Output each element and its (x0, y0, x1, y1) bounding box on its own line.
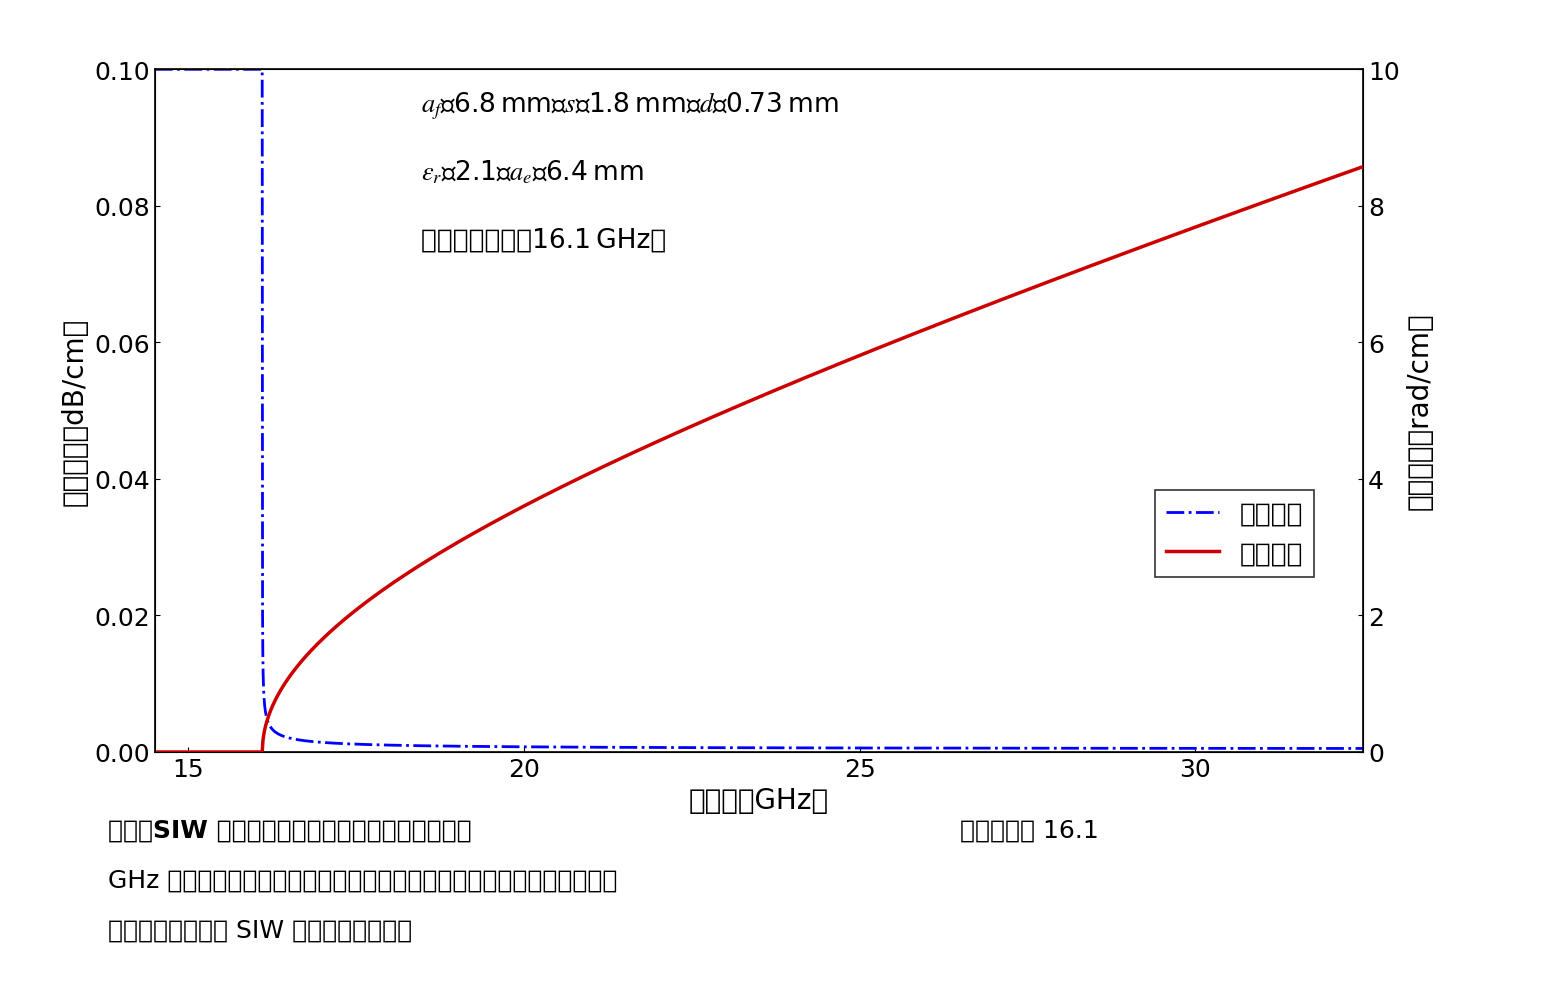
Y-axis label: 位相定数（rad/cm）: 位相定数（rad/cm） (1405, 313, 1433, 510)
位相定数 (1354, 161, 1372, 174)
Line: 位相定数: 位相定数 (155, 168, 1363, 752)
位相定数 (383, 578, 401, 590)
減衰定数 (152, 64, 170, 76)
Text: $\varepsilon_r$＝2.1，$a_e$＝6.4 mm: $\varepsilon_r$＝2.1，$a_e$＝6.4 mm (421, 158, 643, 187)
X-axis label: 周波数（GHz）: 周波数（GHz） (689, 786, 829, 814)
位相定数 (152, 746, 170, 758)
Text: 遮断周波数 16.1: 遮断周波数 16.1 (960, 817, 1100, 842)
位相定数 (218, 746, 237, 758)
減衰定数 (1290, 742, 1309, 754)
位相定数 (736, 397, 754, 409)
位相定数 (146, 746, 164, 758)
Y-axis label: 減衰定数（dB/cm）: 減衰定数（dB/cm） (60, 317, 88, 506)
減衰定数 (146, 64, 164, 76)
Text: （遅断周波数：16.1 GHz）: （遅断周波数：16.1 GHz） (421, 227, 666, 253)
Text: $a_f$＝6.8 mm，$s$＝1.8 mm，$d$＝0.73 mm: $a_f$＝6.8 mm，$s$＝1.8 mm，$d$＝0.73 mm (421, 90, 838, 122)
減衰定数 (736, 742, 754, 754)
位相定数 (1290, 185, 1309, 197)
減衰定数 (383, 739, 401, 751)
減衰定数 (195, 64, 214, 76)
減衰定数 (218, 64, 237, 76)
Legend: 減衰定数, 位相定数: 減衰定数, 位相定数 (1156, 490, 1314, 577)
Text: 図３　SIW の位相定数及び減衰定数の周波数変化: 図３ SIW の位相定数及び減衰定数の周波数変化 (108, 817, 472, 842)
Line: 減衰定数: 減衰定数 (155, 70, 1363, 748)
Text: となり，電磁波は SIW 内を伝搬しない．: となり，電磁波は SIW 内を伝搬しない． (108, 918, 412, 942)
位相定数 (195, 746, 214, 758)
減衰定数 (1354, 742, 1372, 754)
Text: GHz より高い周波数で電磁波の伝搬が生じる．それ未満では大きな減衰: GHz より高い周波数で電磁波の伝搬が生じる．それ未満では大きな減衰 (108, 868, 618, 892)
